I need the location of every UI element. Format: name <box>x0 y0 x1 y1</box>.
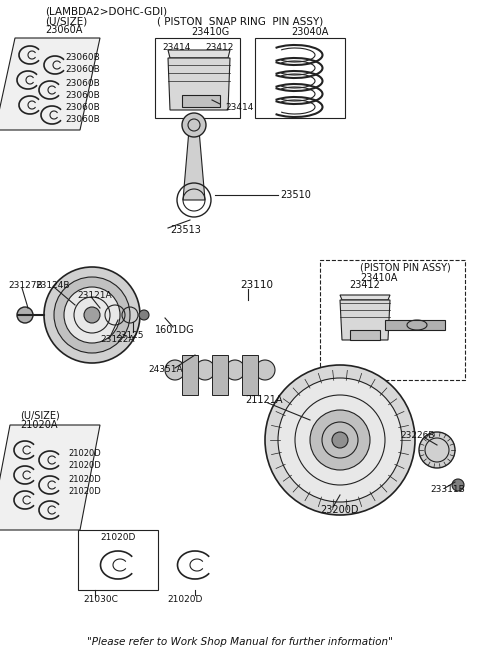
Text: 23410A: 23410A <box>360 273 397 283</box>
Circle shape <box>310 410 370 470</box>
Bar <box>182 95 220 107</box>
Text: 21030C: 21030C <box>83 595 118 605</box>
Circle shape <box>419 432 455 468</box>
Text: 23513: 23513 <box>170 225 201 235</box>
Circle shape <box>182 113 206 137</box>
Text: (PISTON PIN ASSY): (PISTON PIN ASSY) <box>360 263 451 273</box>
Bar <box>242 355 258 395</box>
Text: 23311B: 23311B <box>430 485 465 495</box>
Text: 23226B: 23226B <box>400 430 434 440</box>
Text: 23200D: 23200D <box>320 505 359 515</box>
Text: (U/SIZE): (U/SIZE) <box>45 16 87 26</box>
Text: 23121A: 23121A <box>78 291 112 299</box>
Text: 21020D: 21020D <box>168 595 203 605</box>
Text: 1601DG: 1601DG <box>155 325 195 335</box>
Text: 21020D: 21020D <box>68 449 101 457</box>
Text: 23124B: 23124B <box>35 280 70 290</box>
Polygon shape <box>168 58 230 110</box>
Text: 23110: 23110 <box>240 280 273 290</box>
Circle shape <box>165 360 185 380</box>
Text: 21020D: 21020D <box>100 534 136 542</box>
Circle shape <box>452 479 464 491</box>
Circle shape <box>255 360 275 380</box>
Circle shape <box>54 277 130 353</box>
Text: 23060A: 23060A <box>45 25 83 35</box>
Polygon shape <box>0 38 100 130</box>
Bar <box>385 320 445 330</box>
Text: 21020A: 21020A <box>20 420 58 430</box>
Polygon shape <box>340 300 390 340</box>
Text: (LAMBDA2>DOHC-GDI): (LAMBDA2>DOHC-GDI) <box>45 7 167 17</box>
Circle shape <box>332 432 348 448</box>
Circle shape <box>278 378 402 502</box>
Polygon shape <box>0 425 100 530</box>
Bar <box>182 355 198 395</box>
Bar <box>255 38 345 118</box>
Text: 23412: 23412 <box>349 280 381 290</box>
Text: 21020D: 21020D <box>68 487 101 496</box>
Text: 23060B: 23060B <box>65 54 100 62</box>
Text: 23414: 23414 <box>163 43 191 52</box>
Text: 23060B: 23060B <box>65 66 100 75</box>
Circle shape <box>17 307 33 323</box>
Bar <box>320 260 465 380</box>
Circle shape <box>225 360 245 380</box>
Text: 23412: 23412 <box>206 43 234 52</box>
Text: 23040A: 23040A <box>291 27 329 37</box>
Text: 23060B: 23060B <box>65 92 100 100</box>
Text: "Please refer to Work Shop Manual for further information": "Please refer to Work Shop Manual for fu… <box>87 637 393 647</box>
Text: 23410G: 23410G <box>191 27 229 37</box>
Circle shape <box>195 360 215 380</box>
Text: 23510: 23510 <box>280 190 311 200</box>
Text: 23127B: 23127B <box>8 280 43 290</box>
Polygon shape <box>183 118 205 200</box>
Text: 23060B: 23060B <box>65 115 100 124</box>
Text: 23122A: 23122A <box>100 335 134 345</box>
Text: 21020D: 21020D <box>68 462 101 470</box>
Bar <box>78 530 158 590</box>
Text: 23414: 23414 <box>225 103 253 113</box>
Circle shape <box>265 365 415 515</box>
Polygon shape <box>340 295 390 300</box>
Text: 21121A: 21121A <box>245 395 283 405</box>
Bar <box>155 38 240 118</box>
Text: ( PISTON  SNAP RING  PIN ASSY): ( PISTON SNAP RING PIN ASSY) <box>157 17 323 27</box>
Bar <box>350 330 380 340</box>
Text: 24351A: 24351A <box>148 365 182 375</box>
Circle shape <box>64 287 120 343</box>
Bar <box>212 355 228 395</box>
Text: (U/SIZE): (U/SIZE) <box>20 410 60 420</box>
Polygon shape <box>168 50 230 58</box>
Text: 23125: 23125 <box>116 331 144 339</box>
Circle shape <box>139 310 149 320</box>
Text: 23060B: 23060B <box>65 79 100 88</box>
Circle shape <box>84 307 100 323</box>
Circle shape <box>44 267 140 363</box>
Text: 21020D: 21020D <box>68 474 101 483</box>
Text: 23060B: 23060B <box>65 103 100 113</box>
